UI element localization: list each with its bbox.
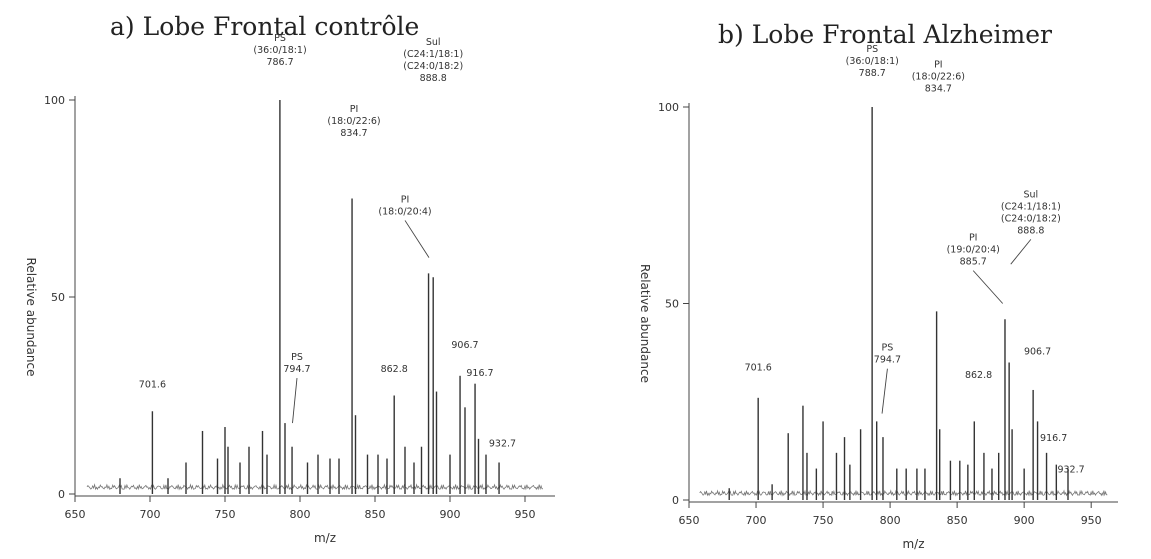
- chart-b: 650 700 750 800 850 900 950 0 50 100 m/z Relative a…: [638, 44, 1118, 551]
- b-baseline-trace: [699, 489, 1108, 497]
- a-peak-annotation: 916.7: [466, 368, 493, 379]
- b-peak-annotation: PI: [969, 233, 978, 244]
- a-annotation-arrow: [292, 377, 298, 424]
- b-x-tick-label: 950: [1081, 514, 1102, 527]
- b-peak-annotation: (C24:1/18:1): [1001, 201, 1061, 212]
- chart-a-title: a) Lobe Frontal contrôle: [110, 12, 420, 41]
- a-peak-annotation: (18:0/20:4): [378, 206, 431, 217]
- b-x-tick-label: 650: [679, 514, 700, 527]
- a-peak-annotation: 906.7: [451, 340, 478, 351]
- b-x-tick-label: 700: [746, 514, 767, 527]
- b-y-tick-label: 0: [672, 494, 679, 507]
- b-peak-annotation: 932.7: [1057, 464, 1084, 475]
- b-peak-annotation: 794.7: [874, 355, 901, 366]
- b-peak-annotation: 916.7: [1040, 433, 1067, 444]
- b-x-tick-label: 900: [1014, 514, 1035, 527]
- a-peak-annotation: 932.7: [489, 439, 516, 450]
- a-peak-annotation: Sul: [426, 37, 441, 48]
- chart-b-title: b) Lobe Frontal Alzheimer: [718, 20, 1053, 49]
- a-peak-annotation: 701.6: [139, 380, 166, 391]
- a-peak-annotation: (18:0/22:6): [327, 116, 380, 127]
- b-annotation-arrow: [1010, 239, 1032, 265]
- b-peak-annotation: (19:0/20:4): [947, 245, 1000, 256]
- a-peak-annotation: PS: [274, 33, 286, 44]
- a-peak-annotation: (C24:0/18:2): [403, 61, 463, 72]
- a-peak-annotation: (C24:1/18:1): [403, 49, 463, 60]
- b-peak-annotation: (18:0/22:6): [912, 72, 965, 83]
- a-peak-annotation: 794.7: [283, 364, 310, 375]
- b-peak-annotation: (36:0/18:1): [846, 56, 899, 67]
- a-peak-annotation: PI: [350, 104, 359, 115]
- b-peak-annotation: PS: [866, 44, 878, 55]
- a-y-tick-label: 0: [58, 488, 65, 501]
- b-annotation-arrow: [881, 368, 888, 414]
- b-annotation-arrow: [972, 270, 1004, 304]
- b-y-tick-label: 100: [658, 101, 679, 114]
- a-x-tick-label: 950: [515, 508, 536, 521]
- b-y-tick-label: 50: [665, 298, 679, 311]
- a-peak-annotation: 862.8: [381, 364, 408, 375]
- a-x-tick-label: 700: [140, 508, 161, 521]
- a-x-tick-label: 750: [215, 508, 236, 521]
- b-peak-annotation: 906.7: [1024, 347, 1051, 358]
- b-y-axis-label: Relative abundance: [638, 264, 652, 383]
- b-peak-annotation: PI: [934, 60, 943, 71]
- b-peak-annotation: 885.7: [960, 257, 987, 268]
- a-peak-annotation: 786.7: [266, 57, 293, 68]
- b-x-tick-label: 750: [813, 514, 834, 527]
- a-baseline-trace: [86, 483, 544, 491]
- b-x-tick-label: 850: [947, 514, 968, 527]
- a-x-axis-label: m/z: [314, 531, 336, 545]
- a-y-tick-label: 100: [44, 94, 65, 107]
- b-x-axis-label: m/z: [902, 537, 924, 551]
- b-peak-annotation: 862.8: [965, 370, 992, 381]
- a-peak-annotation: 834.7: [340, 128, 367, 139]
- a-y-axis-label: Relative abundance: [24, 258, 38, 377]
- chart-a: 650 700 750 800 850 900 950 0 50 100 m/z Relative a…: [24, 33, 555, 545]
- a-annotation-arrow: [404, 220, 430, 258]
- b-peak-annotation: 888.8: [1017, 225, 1044, 236]
- a-x-tick-label: 800: [290, 508, 311, 521]
- a-peak-annotation: PS: [291, 352, 303, 363]
- b-peak-annotation: 701.6: [745, 362, 772, 373]
- b-peak-annotation: Sul: [1024, 189, 1039, 200]
- b-peak-annotation: 788.7: [859, 68, 886, 79]
- b-peak-annotation: PS: [882, 343, 894, 354]
- b-x-tick-label: 800: [880, 514, 901, 527]
- a-peak-annotation: 888.8: [420, 73, 447, 84]
- b-peak-annotation: (C24:0/18:2): [1001, 213, 1061, 224]
- b-peak-annotation: 834.7: [925, 84, 952, 95]
- a-x-tick-label: 650: [65, 508, 86, 521]
- a-x-tick-label: 850: [365, 508, 386, 521]
- a-y-tick-label: 50: [51, 291, 65, 304]
- a-peak-annotation: PI: [401, 194, 410, 205]
- a-peak-annotation: (36:0/18:1): [253, 45, 306, 56]
- a-x-tick-label: 900: [440, 508, 461, 521]
